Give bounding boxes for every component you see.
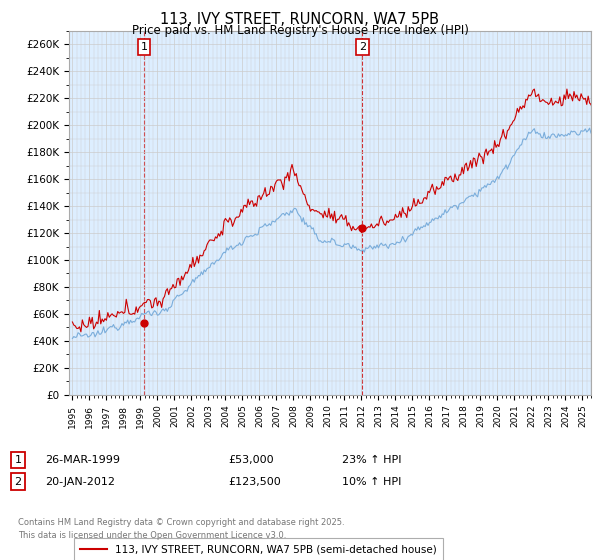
- Text: 26-MAR-1999: 26-MAR-1999: [45, 455, 120, 465]
- Text: Price paid vs. HM Land Registry's House Price Index (HPI): Price paid vs. HM Land Registry's House …: [131, 24, 469, 36]
- Text: 23% ↑ HPI: 23% ↑ HPI: [342, 455, 401, 465]
- Text: 2: 2: [14, 477, 22, 487]
- Text: £53,000: £53,000: [228, 455, 274, 465]
- Text: 1: 1: [14, 455, 22, 465]
- Text: 10% ↑ HPI: 10% ↑ HPI: [342, 477, 401, 487]
- Text: £123,500: £123,500: [228, 477, 281, 487]
- Text: 20-JAN-2012: 20-JAN-2012: [45, 477, 115, 487]
- Text: 113, IVY STREET, RUNCORN, WA7 5PB: 113, IVY STREET, RUNCORN, WA7 5PB: [161, 12, 439, 27]
- Text: 2: 2: [359, 42, 366, 52]
- Legend: 113, IVY STREET, RUNCORN, WA7 5PB (semi-detached house), HPI: Average price, sem: 113, IVY STREET, RUNCORN, WA7 5PB (semi-…: [74, 538, 443, 560]
- Text: Contains HM Land Registry data © Crown copyright and database right 2025.
This d: Contains HM Land Registry data © Crown c…: [18, 519, 344, 540]
- Text: 1: 1: [140, 42, 148, 52]
